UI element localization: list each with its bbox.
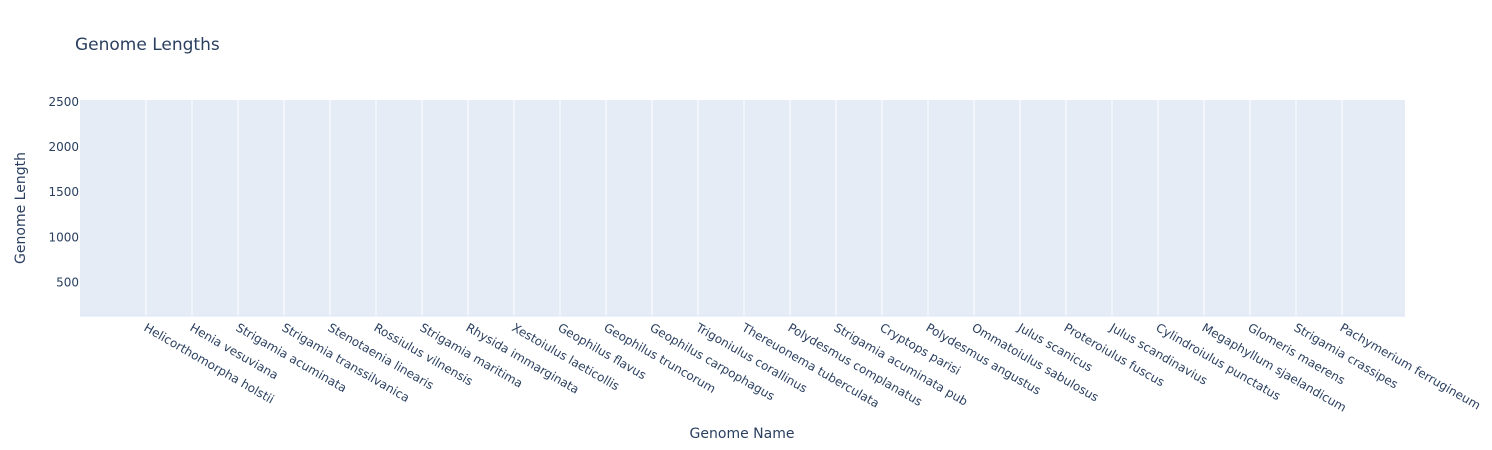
y-tick-label: 1000 bbox=[48, 230, 79, 244]
y-tick-label: 1500 bbox=[48, 185, 79, 199]
x-axis-title: Genome Name bbox=[690, 426, 795, 442]
y-tick-label: 500 bbox=[56, 276, 79, 290]
grid-layer bbox=[145, 100, 1343, 316]
chart-title: Genome Lengths bbox=[75, 35, 220, 55]
y-tick-label: 2500 bbox=[48, 95, 79, 109]
y-axis-title: Genome Length bbox=[13, 152, 29, 264]
y-tick-label: 2000 bbox=[48, 140, 79, 154]
y-axis-ticks: 500 1000 1500 2000 2500 bbox=[48, 95, 79, 290]
plot-background bbox=[80, 100, 1405, 316]
